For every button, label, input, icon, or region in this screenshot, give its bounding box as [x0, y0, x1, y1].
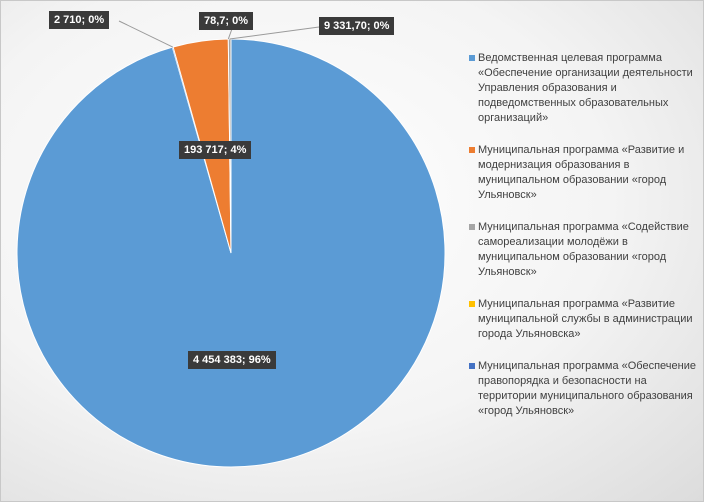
legend-label: Муниципальная программа «Содействие само… [478, 221, 689, 278]
legend-label: Муниципальная программа «Обеспечение пра… [478, 360, 696, 417]
legend-swatch [469, 147, 475, 153]
data-label-3: 9 331,70; 0% [319, 17, 395, 35]
legend-item-2: Муниципальная программа «Развитие и моде… [469, 143, 697, 203]
pie-slice-1 [16, 38, 446, 468]
legend-swatch [469, 55, 475, 61]
legend-label: Ведомственная целевая программа «Обеспеч… [478, 52, 693, 124]
legend-item-5: Муниципальная программа «Обеспечение пра… [469, 359, 697, 419]
legend-label: Муниципальная программа «Развитие муници… [478, 298, 693, 340]
legend-item-3: Муниципальная программа «Содействие само… [469, 220, 697, 280]
leader-line-3 [229, 26, 320, 40]
leader-line-5 [118, 20, 173, 48]
data-label-5: 2 710; 0% [49, 11, 110, 29]
legend-item-1: Ведомственная целевая программа «Обеспеч… [469, 51, 697, 126]
legend-label: Муниципальная программа «Развитие и моде… [478, 144, 685, 201]
data-label-4: 78,7; 0% [199, 12, 254, 30]
data-label-2: 193 717; 4% [179, 141, 252, 159]
legend-swatch [469, 301, 475, 307]
legend-swatch [469, 224, 475, 230]
legend-item-4: Муниципальная программа «Развитие муници… [469, 297, 697, 342]
legend: Ведомственная целевая программа «Обеспеч… [469, 51, 697, 436]
data-label-1: 4 454 383; 96% [188, 351, 276, 369]
legend-swatch [469, 363, 475, 369]
